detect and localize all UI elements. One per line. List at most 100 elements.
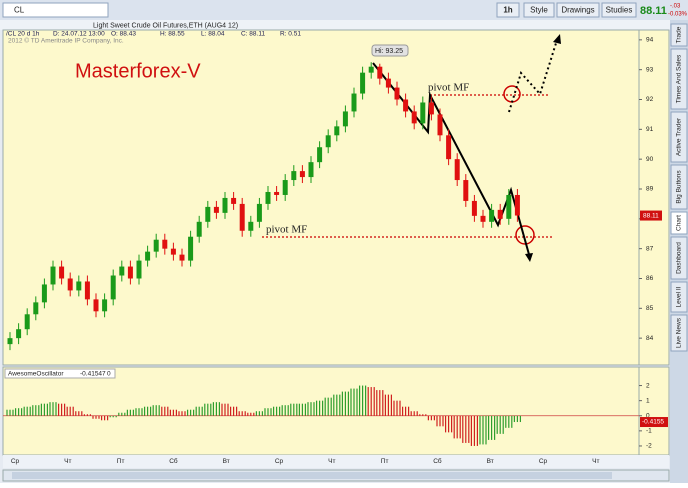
symbol: CL bbox=[14, 6, 25, 15]
info-field: H: 88.55 bbox=[160, 31, 185, 38]
candle-body bbox=[67, 278, 73, 291]
candle-body bbox=[291, 171, 297, 181]
info-field: D: 24.07.12 13:00 bbox=[53, 31, 105, 38]
candle-body bbox=[256, 203, 262, 222]
candle-body bbox=[179, 254, 185, 261]
time-label: Ср bbox=[539, 458, 548, 465]
study-extra: 0 bbox=[107, 371, 111, 378]
time-label: Пт bbox=[381, 458, 389, 465]
drawings-button[interactable] bbox=[556, 2, 600, 18]
candle-body bbox=[205, 206, 211, 222]
candle-body bbox=[33, 302, 39, 315]
scroll-thumb[interactable] bbox=[12, 472, 612, 479]
price-axis bbox=[638, 29, 670, 366]
candle-body bbox=[110, 275, 116, 300]
candle-body bbox=[50, 266, 56, 285]
candle-body bbox=[239, 203, 245, 231]
candle-body bbox=[411, 111, 417, 124]
y-tick-label: 94 bbox=[646, 37, 654, 44]
candle-body bbox=[93, 299, 99, 312]
last-value-box bbox=[640, 417, 668, 428]
drawings bbox=[262, 34, 561, 262]
side-tab-label: Times And Sales bbox=[676, 54, 683, 103]
last-value-label: -0.4155 bbox=[642, 419, 664, 426]
time-label: Вт bbox=[487, 458, 494, 465]
side-tab[interactable] bbox=[670, 164, 688, 210]
study-title: AwesomeOscillator bbox=[8, 371, 64, 378]
side-tab-label: Live News bbox=[676, 317, 683, 348]
pivot-label: pivot MF bbox=[428, 82, 469, 94]
side-tab[interactable] bbox=[670, 48, 688, 110]
candle-body bbox=[170, 248, 176, 255]
side-tab[interactable] bbox=[670, 236, 688, 280]
candle-body bbox=[84, 281, 90, 300]
time-label: Сб bbox=[169, 457, 178, 465]
side-tab[interactable] bbox=[670, 281, 688, 313]
candle-body bbox=[514, 194, 520, 216]
side-tab[interactable] bbox=[670, 314, 688, 352]
side-tab-label: Big Buttons bbox=[676, 170, 683, 204]
y-tick-label: 86 bbox=[646, 275, 654, 282]
candle-body bbox=[385, 78, 391, 88]
last-price: 88.11 bbox=[640, 5, 667, 17]
candle-body bbox=[308, 162, 314, 178]
candle-body bbox=[127, 266, 133, 279]
candle-body bbox=[16, 329, 22, 339]
studies-button[interactable] bbox=[601, 2, 637, 18]
time-label: Пт bbox=[117, 458, 125, 465]
candle-body bbox=[153, 239, 159, 252]
pivot-label: pivot MF bbox=[266, 224, 307, 236]
study-header-box bbox=[4, 368, 116, 379]
y-tick-label: -1 bbox=[646, 428, 652, 435]
candle-body bbox=[145, 251, 151, 261]
side-tab[interactable] bbox=[670, 111, 688, 163]
candle-body bbox=[136, 260, 142, 279]
candle-body bbox=[394, 87, 400, 100]
candle-body bbox=[102, 299, 108, 312]
candle-body bbox=[162, 239, 168, 249]
side-tab-label: Chart bbox=[676, 215, 683, 231]
candle-body bbox=[282, 180, 288, 195]
candle-body bbox=[471, 200, 477, 216]
y-tick-label: 2 bbox=[646, 382, 650, 389]
change-pct: -0.03% bbox=[668, 12, 688, 18]
description-bar bbox=[0, 20, 670, 30]
info-field: O: 88.43 bbox=[111, 31, 136, 38]
y-tick-label: 84 bbox=[646, 335, 654, 342]
copyright: 2012 © TD Ameritrade IP Company, Inc. bbox=[8, 37, 124, 45]
candle-body bbox=[428, 102, 434, 115]
candle-body bbox=[196, 221, 202, 237]
interval-button[interactable] bbox=[496, 2, 520, 18]
time-label: Чт bbox=[592, 458, 599, 465]
arrow-head bbox=[553, 34, 561, 44]
y-tick-label: 92 bbox=[646, 96, 654, 103]
candle-body bbox=[265, 191, 271, 204]
side-tab[interactable] bbox=[670, 211, 688, 235]
candle-body bbox=[248, 221, 254, 231]
symbol-input[interactable] bbox=[2, 2, 109, 18]
change: -.03 bbox=[670, 4, 681, 10]
forecast-path bbox=[508, 39, 558, 113]
side-tab-label: Dashboard bbox=[676, 242, 683, 274]
study-value: -0.41547 bbox=[80, 371, 106, 378]
y-tick-label: 93 bbox=[646, 66, 654, 73]
button-label: Style bbox=[530, 6, 548, 15]
candle-body bbox=[334, 126, 340, 136]
candle-body bbox=[377, 66, 383, 79]
candle-body bbox=[437, 114, 443, 136]
time-label: Вт bbox=[223, 458, 230, 465]
candle-body bbox=[188, 236, 194, 261]
oscillator-pane bbox=[2, 366, 640, 456]
candle-body bbox=[403, 99, 409, 112]
candle-body bbox=[497, 209, 503, 219]
side-tab[interactable] bbox=[670, 23, 688, 47]
time-label: Чт bbox=[328, 458, 335, 465]
candle-body bbox=[454, 159, 460, 181]
last-price-box bbox=[640, 210, 662, 221]
style-button[interactable] bbox=[523, 2, 555, 18]
y-tick-label: 0 bbox=[646, 412, 650, 419]
candle-body bbox=[274, 191, 280, 195]
wave-lines bbox=[372, 62, 531, 259]
button-label: Studies bbox=[606, 6, 633, 15]
